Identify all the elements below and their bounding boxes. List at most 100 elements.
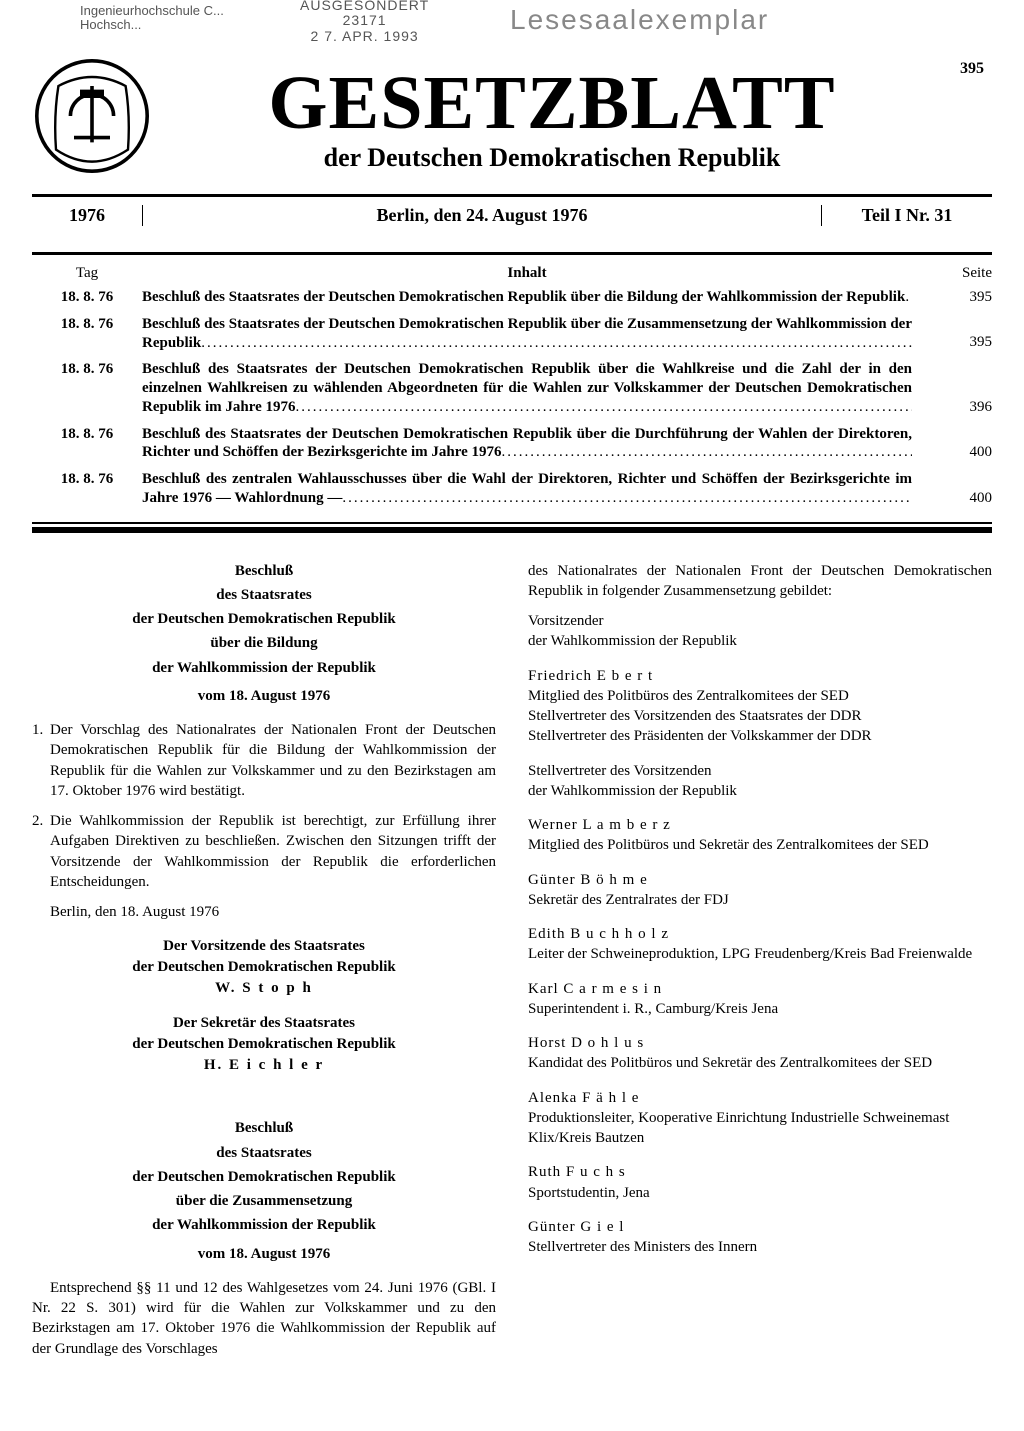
resolution-heading: über die Bildung: [32, 633, 496, 653]
resolution-heading: der Deutschen Demokratischen Republik: [32, 1167, 496, 1187]
resolution-heading: des Staatsrates: [32, 1143, 496, 1163]
signature-block: Der Sekretär des Staatsrates der Deutsch…: [32, 1013, 496, 1076]
toc-row: 18. 8. 76Beschluß des Staatsrates der De…: [32, 288, 992, 307]
intro-text: des Nationalrates der Nationalen Front d…: [528, 561, 992, 602]
toc-title: Beschluß des Staatsrates der Deutschen D…: [142, 425, 912, 463]
member-name: Werner L a m b e r z: [528, 815, 992, 835]
issue-year: 1976: [32, 205, 143, 226]
resolution-heading: der Deutschen Demokratischen Republik: [32, 609, 496, 629]
toc-row: 18. 8. 76Beschluß des Staatsrates der De…: [32, 425, 992, 463]
para-number: 2.: [32, 811, 50, 892]
commission-member: Werner L a m b e r zMitglied des Politbü…: [528, 815, 992, 856]
toc-head-title: Inhalt: [142, 265, 912, 282]
toc-date: 18. 8. 76: [32, 315, 142, 333]
para-number: 1.: [32, 720, 50, 801]
member-role: Stellvertreter des Ministers des Innern: [528, 1237, 992, 1257]
member-name: Friedrich E b e r t: [528, 666, 992, 686]
document-page: Ingenieurhochschule C... Hochsch... AUSG…: [0, 0, 1024, 1429]
member-name: Ruth F u c h s: [528, 1162, 992, 1182]
toc-title: Beschluß des zentralen Wahlausschusses ü…: [142, 470, 912, 508]
stamp-institution: Ingenieurhochschule C... Hochsch...: [80, 4, 224, 33]
place-date: Berlin, den 18. August 1976: [32, 902, 496, 922]
table-of-contents: Tag Inhalt Seite 18. 8. 76Beschluß des S…: [32, 265, 992, 508]
member-role: Superintendent i. R., Camburg/Kreis Jena: [528, 999, 992, 1019]
toc-page: 395: [912, 334, 992, 352]
toc-date: 18. 8. 76: [32, 288, 142, 306]
stamp-discard-label: AUSGESONDERT: [300, 0, 429, 13]
commission-member: Ruth F u c h sSportstudentin, Jena: [528, 1162, 992, 1203]
page-number: 395: [960, 60, 984, 78]
member-role: Leiter der Schweineproduktion, LPG Freud…: [528, 944, 992, 964]
issue-number: Teil I Nr. 31: [821, 205, 992, 226]
stamp-discard: AUSGESONDERT 23171 2 7. APR. 1993: [300, 0, 429, 44]
member-name: Karl C a r m e s i n: [528, 979, 992, 999]
toc-head-page: Seite: [912, 265, 992, 282]
issue-dateline: Berlin, den 24. August 1976: [143, 205, 821, 226]
para-text: Entsprechend §§ 11 und 12 des Wahlgesetz…: [32, 1278, 496, 1359]
label-line: Vorsitzender: [528, 611, 992, 631]
member-role: Sekretär des Zentralrates der FDJ: [528, 890, 992, 910]
member-name: Horst D o h l u s: [528, 1033, 992, 1053]
commission-member: Karl C a r m e s i nSuperintendent i. R.…: [528, 979, 992, 1020]
sig-title: der Deutschen Demokratischen Republik: [32, 1034, 496, 1055]
toc-page: 400: [912, 490, 992, 508]
toc-row: 18. 8. 76Beschluß des Staatsrates der De…: [32, 360, 992, 416]
stamp-line2: Hochsch...: [80, 17, 141, 32]
masthead: GESETZBLATT der Deutschen Demokratischen…: [32, 56, 992, 176]
toc-date: 18. 8. 76: [32, 470, 142, 488]
masthead-text: GESETZBLATT der Deutschen Demokratischen…: [112, 59, 992, 173]
stamp-line1: Ingenieurhochschule C...: [80, 3, 224, 18]
stamp-date: 2 7. APR. 1993: [311, 28, 419, 44]
sig-name: W. S t o p h: [32, 978, 496, 999]
toc-date: 18. 8. 76: [32, 425, 142, 443]
stamp-reading-room: Lesesaalexemplar: [510, 4, 769, 36]
numbered-paragraph: 1. Der Vorschlag des Nationalrates der N…: [32, 720, 496, 801]
commission-member: Edith B u c h h o l zLeiter der Schweine…: [528, 924, 992, 965]
resolution-heading: Beschluß: [32, 561, 496, 581]
para-text: Der Vorschlag des Nationalrates der Nati…: [50, 720, 496, 801]
toc-page: 395: [912, 289, 992, 307]
resolution-heading: des Staatsrates: [32, 585, 496, 605]
label-line: der Wahlkommission der Republik: [528, 631, 992, 651]
publication-title: GESETZBLATT: [112, 69, 992, 137]
member-name: Edith B u c h h o l z: [528, 924, 992, 944]
body-columns: Beschluß des Staatsrates der Deutschen D…: [32, 561, 992, 1369]
position-label: Vorsitzender der Wahlkommission der Repu…: [528, 611, 992, 652]
member-role: Stellvertreter des Vorsitzenden des Staa…: [528, 706, 992, 726]
sig-name: H. E i c h l e r: [32, 1055, 496, 1076]
toc-row: 18. 8. 76Beschluß des Staatsrates der De…: [32, 315, 992, 353]
member-role: Produktionsleiter, Kooperative Einrichtu…: [528, 1108, 992, 1149]
toc-title: Beschluß des Staatsrates der Deutschen D…: [142, 360, 912, 416]
member-role: Mitglied des Politbüros des Zentralkomit…: [528, 686, 992, 706]
resolution-heading: der Wahlkommission der Republik: [32, 1215, 496, 1235]
toc-page: 400: [912, 444, 992, 462]
resolution-heading: Beschluß: [32, 1118, 496, 1138]
numbered-paragraph: 2. Die Wahlkommission der Republik ist b…: [32, 811, 496, 892]
publication-subtitle: der Deutschen Demokratischen Republik: [112, 143, 992, 173]
label-line: der Wahlkommission der Republik: [528, 781, 992, 801]
resolution-heading: der Wahlkommission der Republik: [32, 658, 496, 678]
issue-bar: 1976 Berlin, den 24. August 1976 Teil I …: [32, 197, 992, 234]
rule: [32, 527, 992, 533]
stamp-number: 23171: [343, 12, 387, 28]
commission-member: Friedrich E b e r tMitglied des Politbür…: [528, 666, 992, 747]
commission-member: Horst D o h l u sKandidat des Politbüros…: [528, 1033, 992, 1074]
sig-title: Der Vorsitzende des Staatsrates: [32, 936, 496, 957]
toc-title: Beschluß des Staatsrates der Deutschen D…: [142, 315, 912, 353]
sig-title: der Deutschen Demokratischen Republik: [32, 957, 496, 978]
toc-title: Beschluß des Staatsrates der Deutschen D…: [142, 288, 912, 307]
toc-page: 396: [912, 399, 992, 417]
member-role: Sportstudentin, Jena: [528, 1183, 992, 1203]
member-name: Günter G i e l: [528, 1217, 992, 1237]
commission-member: Günter B ö h m eSekretär des Zentralrate…: [528, 870, 992, 911]
toc-header: Tag Inhalt Seite: [32, 265, 992, 282]
commission-member: Günter G i e lStellvertreter des Ministe…: [528, 1217, 992, 1258]
resolution-heading: über die Zusammensetzung: [32, 1191, 496, 1211]
member-role: Mitglied des Politbüros und Sekretär des…: [528, 835, 992, 855]
library-stamps: Ingenieurhochschule C... Hochsch... AUSG…: [80, 4, 984, 54]
sig-title: Der Sekretär des Staatsrates: [32, 1013, 496, 1034]
toc-date: 18. 8. 76: [32, 360, 142, 378]
right-column: des Nationalrates der Nationalen Front d…: [528, 561, 992, 1369]
member-role: Kandidat des Politbüros und Sekretär des…: [528, 1053, 992, 1073]
member-role: Stellvertreter des Präsidenten der Volks…: [528, 726, 992, 746]
